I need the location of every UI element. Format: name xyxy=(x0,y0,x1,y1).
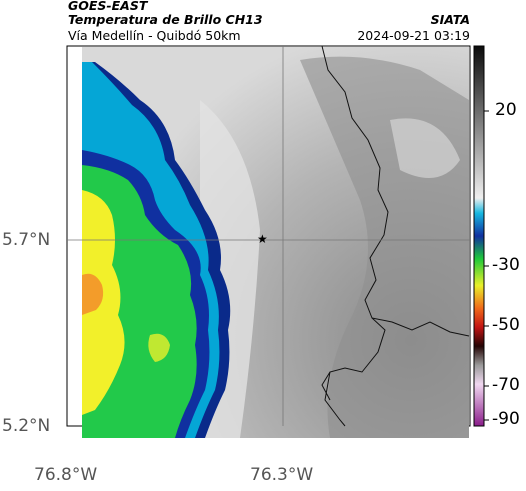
lat-label-5.7: 5.7°N xyxy=(2,230,51,250)
colorbar-label-minus70: -70 xyxy=(492,375,520,395)
product-title: Temperatura de Brillo CH13 xyxy=(68,12,263,27)
cloud-yellow xyxy=(82,190,125,415)
gray-patch xyxy=(390,118,460,178)
cloud-yellow-patch xyxy=(148,333,170,362)
colorbar-label-minus30: -30 xyxy=(492,255,520,275)
satellite-title: GOES-EAST xyxy=(68,0,148,13)
lat-label-5.2: 5.2°N xyxy=(2,416,51,436)
lon-label-76.8: 76.8°W xyxy=(34,465,98,485)
boundary-line-1 xyxy=(321,45,389,427)
colorbar-label-minus50: -50 xyxy=(492,315,520,335)
boundary-line-2 xyxy=(371,317,470,337)
cloud-orange xyxy=(82,273,104,315)
lon-label-76.3: 76.3°W xyxy=(250,465,314,485)
no-data-left xyxy=(67,46,82,426)
colorbar xyxy=(473,45,485,427)
agency-label: SIATA xyxy=(430,12,470,27)
colorbar-label-20: 20 xyxy=(495,100,517,120)
colorbar-label-minus90: -90 xyxy=(492,409,520,429)
boundary-line-3 xyxy=(321,371,331,401)
route-subtitle: Vía Medellín - Quibdó 50km xyxy=(68,28,241,43)
datetime-label: 2024-09-21 03:19 xyxy=(357,28,470,43)
star-marker: ★ xyxy=(257,232,268,246)
